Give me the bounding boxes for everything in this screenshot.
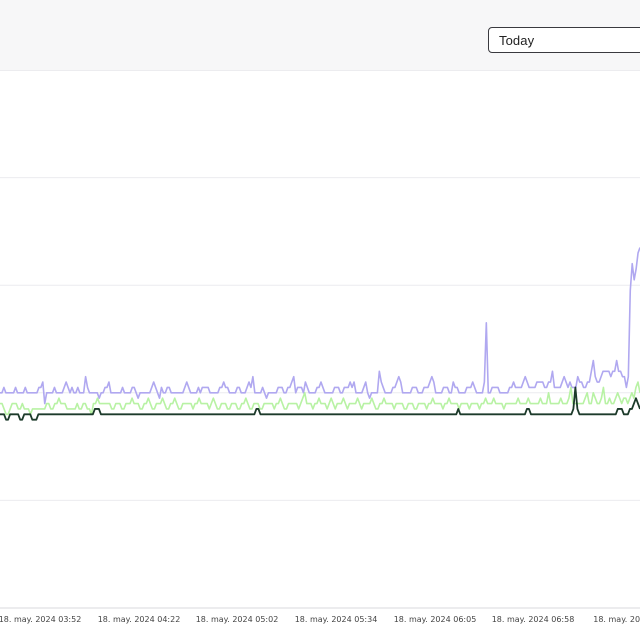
x-tick-label: 18. may. 2024 06:05 bbox=[394, 615, 477, 624]
x-tick-label: 18. may. 2024 06:58 bbox=[492, 615, 575, 624]
x-tick-label: 18. may. 2024 07:2 bbox=[593, 615, 640, 624]
line-chart: 18. may. 2024 03:52 18. may. 2024 04:22 18… bbox=[0, 177, 640, 624]
x-tick-label: 18. may. 2024 05:34 bbox=[295, 615, 378, 624]
x-axis-ticks: 18. may. 2024 03:52 18. may. 2024 04:22 18… bbox=[0, 615, 640, 624]
toolbar: Today bbox=[0, 0, 640, 71]
x-tick-label: 18. may. 2024 04:22 bbox=[98, 615, 181, 624]
series-line-3 bbox=[0, 386, 640, 421]
series-lines bbox=[0, 247, 640, 421]
date-range-value: Today bbox=[499, 33, 535, 48]
x-tick-label: 18. may. 2024 05:02 bbox=[196, 615, 279, 624]
series-line-2 bbox=[0, 381, 640, 416]
x-tick-label: 18. may. 2024 03:52 bbox=[0, 615, 81, 624]
date-range-select[interactable]: Today bbox=[488, 27, 640, 53]
series-line-1 bbox=[0, 247, 640, 405]
gridlines bbox=[0, 177, 640, 609]
